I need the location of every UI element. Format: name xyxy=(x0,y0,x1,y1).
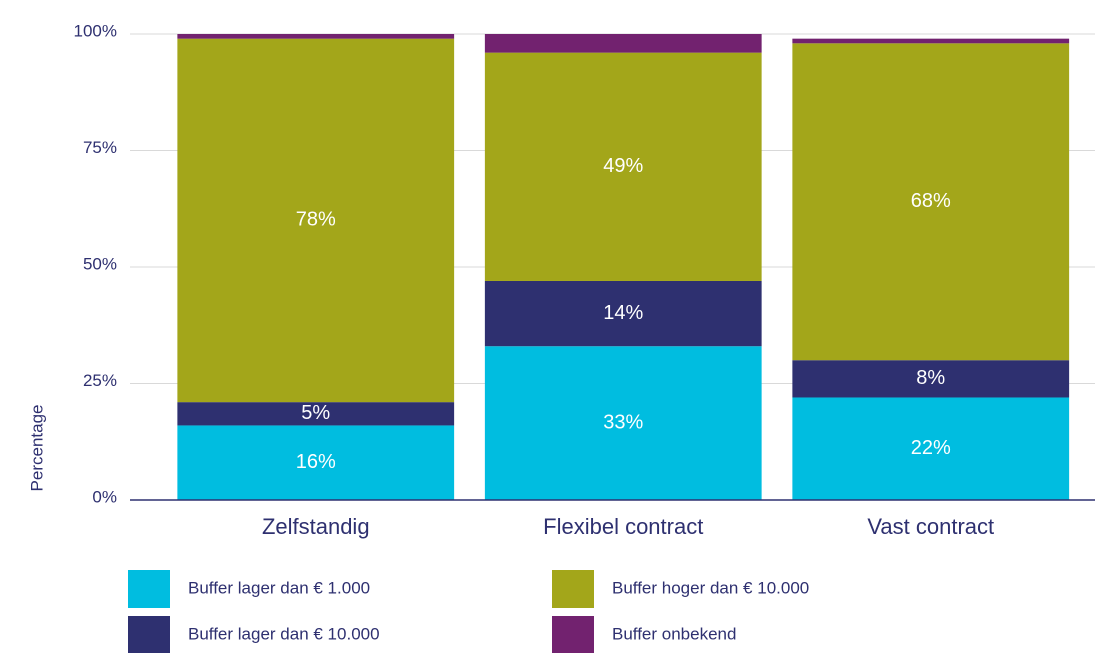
legend-label: Buffer lager dan € 1.000 xyxy=(188,578,370,597)
y-tick-label: 50% xyxy=(83,254,117,273)
y-tick-label: 75% xyxy=(83,138,117,157)
x-tick-label: Vast contract xyxy=(867,514,994,539)
bar-segment xyxy=(792,360,1070,398)
bar-segment xyxy=(484,346,762,500)
bar-segment xyxy=(177,38,455,403)
bar-segment xyxy=(484,52,762,281)
data-label: 16% xyxy=(296,451,336,473)
y-axis-label: Percentage xyxy=(27,405,46,492)
data-label: 78% xyxy=(296,209,336,231)
legend-swatch xyxy=(552,616,594,653)
data-label: 22% xyxy=(911,437,951,459)
bar-segment xyxy=(177,425,455,500)
x-tick-label: Zelfstandig xyxy=(262,514,370,539)
bar-segment xyxy=(484,34,762,53)
legend-swatch xyxy=(128,616,170,653)
bar-segment xyxy=(484,280,762,347)
y-tick-label: 100% xyxy=(74,21,117,40)
legend-label: Buffer lager dan € 10.000 xyxy=(188,624,380,643)
data-label: 68% xyxy=(911,190,951,212)
data-label: 33% xyxy=(603,411,643,433)
bar-segment xyxy=(792,43,1070,361)
legend-swatch xyxy=(128,570,170,608)
legend-label: Buffer onbekend xyxy=(612,624,736,643)
bar-segment xyxy=(177,34,455,39)
bar-segment xyxy=(792,397,1070,500)
legend-swatch xyxy=(552,570,594,608)
data-label: 14% xyxy=(603,302,643,324)
data-label: 8% xyxy=(916,367,945,389)
x-tick-label: Flexibel contract xyxy=(543,514,703,539)
y-tick-label: 0% xyxy=(92,487,117,506)
bar-segment xyxy=(792,38,1070,44)
data-label: 5% xyxy=(301,402,330,424)
bar-segment xyxy=(177,402,455,426)
y-tick-label: 25% xyxy=(83,371,117,390)
data-label: 49% xyxy=(603,155,643,177)
legend-label: Buffer hoger dan € 10.000 xyxy=(612,578,809,597)
